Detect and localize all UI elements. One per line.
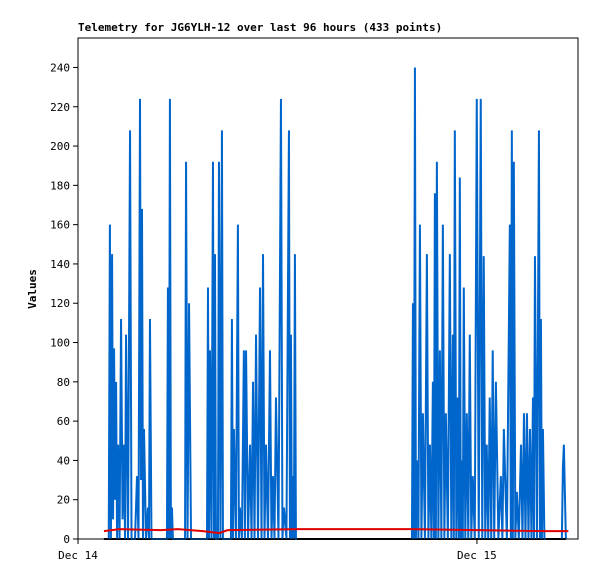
y-tick-label: 240: [50, 61, 70, 74]
y-tick-label: 120: [50, 297, 70, 310]
chart-title: Telemetry for JG6YLH-12 over last 96 hou…: [78, 21, 442, 34]
y-tick-label: 40: [57, 454, 70, 467]
y-tick-label: 220: [50, 101, 70, 114]
y-tick-label: 160: [50, 219, 70, 232]
y-tick-label: 0: [63, 533, 70, 546]
y-tick-label: 60: [57, 415, 70, 428]
x-tick-label: Dec 15: [457, 549, 497, 562]
line-series: [103, 528, 569, 535]
y-tick-label: 20: [57, 494, 70, 507]
y-axis-label: Values: [26, 269, 39, 309]
y-tick-label: 80: [57, 376, 70, 389]
y-tick-label: 180: [50, 179, 70, 192]
y-tick-label: 200: [50, 140, 70, 153]
plot-frame: [77, 37, 579, 540]
x-tick-label: Dec 14: [58, 549, 98, 562]
y-tick-label: 140: [50, 258, 70, 271]
y-tick-label: 100: [50, 337, 70, 350]
